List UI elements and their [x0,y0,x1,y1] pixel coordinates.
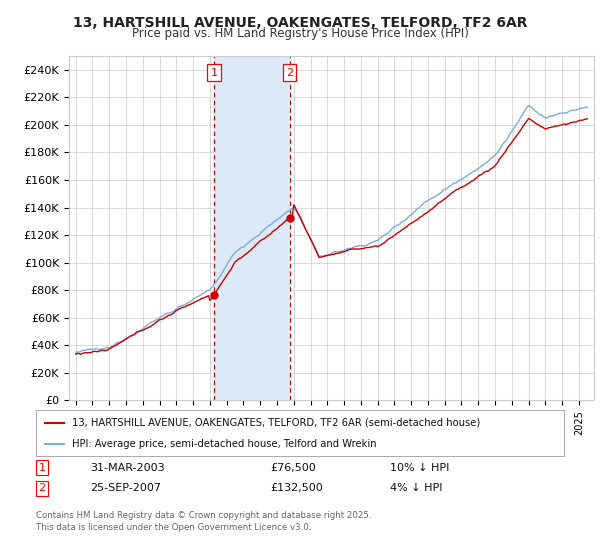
Text: 2: 2 [38,483,46,493]
Text: Price paid vs. HM Land Registry's House Price Index (HPI): Price paid vs. HM Land Registry's House … [131,27,469,40]
Text: 31-MAR-2003: 31-MAR-2003 [90,463,164,473]
Text: £76,500: £76,500 [270,463,316,473]
Text: 25-SEP-2007: 25-SEP-2007 [90,483,161,493]
Text: 10% ↓ HPI: 10% ↓ HPI [390,463,449,473]
Text: £132,500: £132,500 [270,483,323,493]
Text: 2: 2 [286,68,293,77]
Text: 4% ↓ HPI: 4% ↓ HPI [390,483,443,493]
Text: 1: 1 [211,68,218,77]
Text: Contains HM Land Registry data © Crown copyright and database right 2025.
This d: Contains HM Land Registry data © Crown c… [36,511,371,531]
Bar [214,56,290,400]
Text: 13, HARTSHILL AVENUE, OAKENGATES, TELFORD, TF2 6AR (semi-detached house): 13, HARTSHILL AVENUE, OAKENGATES, TELFOR… [72,418,480,428]
Text: HPI: Average price, semi-detached house, Telford and Wrekin: HPI: Average price, semi-detached house,… [72,439,377,449]
Text: 1: 1 [38,463,46,473]
Text: 13, HARTSHILL AVENUE, OAKENGATES, TELFORD, TF2 6AR: 13, HARTSHILL AVENUE, OAKENGATES, TELFOR… [73,16,527,30]
